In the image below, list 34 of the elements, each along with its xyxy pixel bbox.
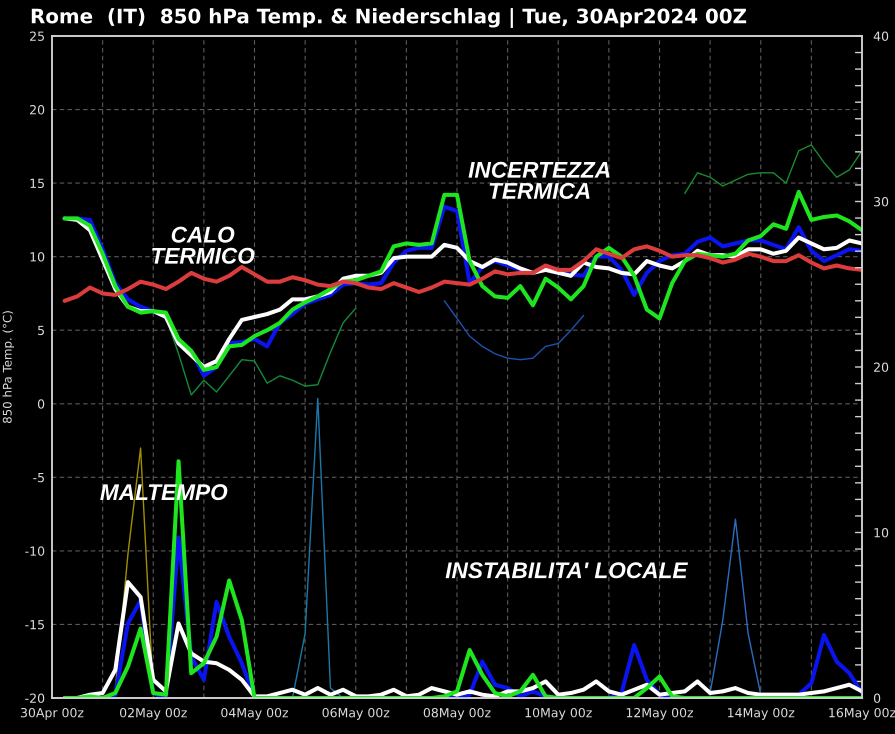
y-axis-title: 850 hPa Temp. (°C): [2, 311, 14, 424]
x-tick-label: 04May 00z: [221, 708, 288, 720]
y2-tick-label: 10: [874, 528, 888, 538]
y-tick-label: 20: [30, 105, 44, 114]
y-tick-label: -15: [25, 620, 44, 630]
line-series: [62, 244, 862, 303]
line-series: [684, 144, 862, 194]
y2-tick-label: 30: [874, 196, 888, 206]
y-tick-label: 5: [38, 326, 44, 336]
annotation: INCERTEZZA TERMICA: [468, 162, 610, 199]
y-tick-label: -5: [33, 472, 44, 482]
x-tick-label: 08May 00z: [424, 708, 491, 720]
y2-tick-label: 0: [874, 693, 880, 703]
line-series: [62, 459, 862, 698]
annotation: CALO TERMICO: [152, 226, 254, 264]
y-tick-label: -10: [25, 546, 44, 556]
x-tick-label: 14May 00z: [728, 708, 794, 720]
x-tick-label: 10May 00z: [526, 708, 592, 720]
line-series: [709, 518, 762, 696]
chart-title: Rome (IT) 850 hPa Temp. & Niederschlag | Tue, 30Apr2024 00Z: [32, 8, 746, 28]
x-tick-label: 02May 00z: [120, 708, 187, 720]
x-tick-label: 12May 00z: [626, 708, 694, 720]
annotation: INSTABILITA' LOCALE: [446, 562, 688, 578]
line-series: [292, 398, 344, 698]
y2-tick-label: 20: [874, 362, 888, 372]
y2-tick-label: 40: [874, 31, 888, 41]
y-tick-label: 0: [38, 399, 44, 409]
line-series: [444, 300, 584, 360]
y-tick-label: -20: [25, 693, 44, 703]
y-tick-label: 15: [30, 178, 44, 188]
x-tick-label: 30Apr 00z: [20, 708, 84, 720]
x-tick-label: 06May 00z: [322, 708, 390, 720]
y-tick-label: 25: [30, 31, 44, 41]
y-tick-label: 10: [30, 252, 44, 262]
